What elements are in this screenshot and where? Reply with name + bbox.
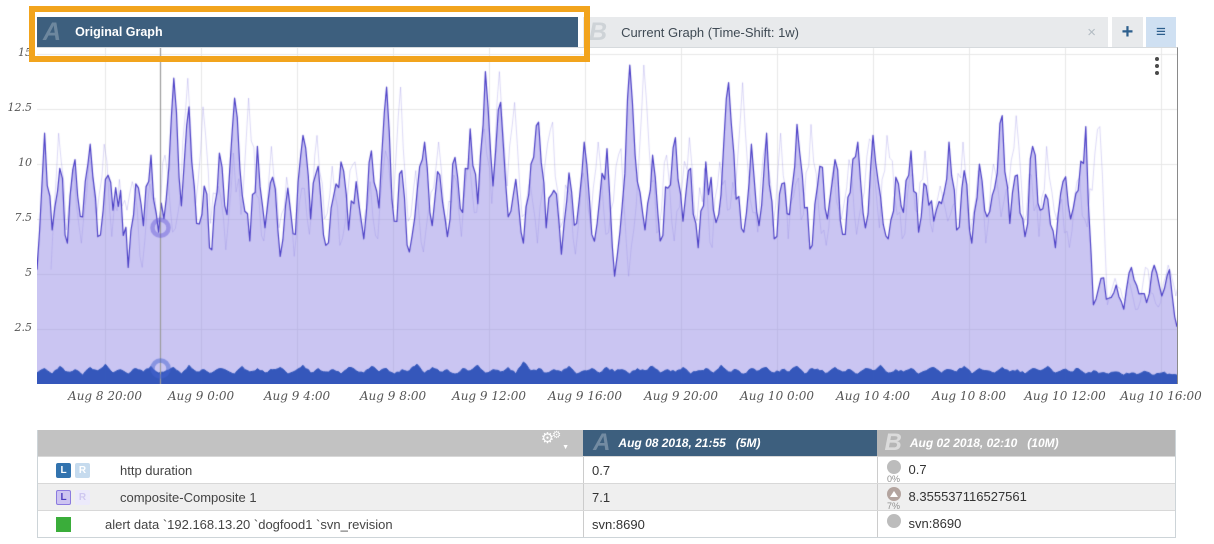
value-a-cell: 0.7 [583, 457, 876, 483]
legend-table: ⚙ ⚙ ▼ A Aug 08 2018, 21:55 (5M) B Aug 02 2… [37, 430, 1176, 538]
x-tick-label: Aug 10 0:00 [740, 389, 814, 403]
value-b: 0.7 [908, 462, 927, 477]
y-tick-label: 7.5 [14, 211, 33, 224]
legend-cell: alert data `192.168.13.20 `dogfood1 `svn… [38, 511, 583, 537]
tab-current-graph[interactable]: B Current Graph (Time-Shift: 1w) × [583, 17, 1108, 47]
value-a: 7.1 [592, 489, 611, 505]
value-b-cell: svn:8690 [876, 511, 1175, 537]
menu-button[interactable]: ≡ [1146, 17, 1176, 47]
y-tick-label: 5 [25, 266, 32, 279]
tab-a-letter: A [43, 18, 62, 46]
close-icon[interactable]: × [1087, 23, 1096, 41]
chart-plot-area [37, 47, 1178, 384]
kebab-menu-icon[interactable] [1150, 57, 1164, 75]
series-label: http duration [120, 462, 193, 478]
y-tick-label: 2.5 [14, 321, 33, 334]
up-triangle-icon [889, 490, 898, 497]
value-b: 8.355537116527561 [908, 489, 1027, 504]
value-b: svn:8690 [908, 516, 962, 531]
left-axis-badge[interactable]: L [56, 489, 71, 505]
y-tick-label: 15 [18, 46, 32, 59]
value-a: 0.7 [592, 462, 611, 478]
column-a-header[interactable]: A Aug 08 2018, 21:55 (5M) [583, 430, 877, 456]
dot-icon [886, 514, 901, 528]
tab-original-graph[interactable]: A Original Graph [37, 17, 578, 47]
column-a-letter: A [593, 430, 611, 456]
right-axis-badge[interactable]: R [75, 489, 90, 505]
tab-a-label: Original Graph [75, 25, 163, 39]
delta-percent: 0% [887, 474, 901, 484]
y-tick-label: 10 [18, 156, 32, 169]
series-label: composite-Composite 1 [120, 489, 257, 505]
left-axis-badge[interactable]: L [56, 462, 71, 478]
delta-up-icon [886, 487, 901, 501]
x-tick-label: Aug 10 12:00 [1024, 389, 1106, 403]
x-tick-label: Aug 10 4:00 [836, 389, 910, 403]
y-tick-label: 12.5 [7, 101, 33, 114]
x-tick-label: Aug 9 0:00 [167, 389, 235, 403]
tab-b-letter: B [589, 18, 608, 46]
legend-header-cell: ⚙ ⚙ ▼ [38, 430, 584, 456]
timeseries-chart[interactable] [37, 48, 1177, 384]
column-b-range: (10M) [1027, 436, 1059, 450]
value-a-cell: svn:8690 [583, 511, 876, 537]
value-a: svn:8690 [592, 516, 645, 532]
series-label: alert data `192.168.13.20 `dogfood1 `svn… [105, 516, 393, 532]
value-b-cell: 0% 0.7 [876, 457, 1175, 484]
dot-icon [886, 460, 901, 474]
x-tick-label: Aug 10 8:00 [932, 389, 1006, 403]
x-tick-label: Aug 9 8:00 [359, 389, 427, 403]
delta-percent: 7% [887, 501, 901, 511]
tab-b-label: Current Graph (Time-Shift: 1w) [621, 24, 800, 40]
settings-gear-icon[interactable]: ⚙ ⚙ ▼ [540, 430, 570, 451]
value-b-cell: 7% 8.355537116527561 [876, 484, 1175, 511]
column-b-letter: B [884, 430, 902, 456]
x-tick-label: Aug 9 20:00 [644, 389, 718, 403]
table-row[interactable]: alert data `192.168.13.20 `dogfood1 `svn… [38, 510, 1175, 537]
add-graph-button[interactable]: + [1112, 17, 1143, 47]
column-b-header[interactable]: B Aug 02 2018, 02:10 (10M) [876, 430, 1176, 456]
column-a-range: (5M) [735, 436, 761, 450]
x-tick-label: Aug 9 12:00 [452, 389, 526, 403]
x-tick-label: Aug 10 16:00 [1120, 389, 1202, 403]
column-a-title: Aug 08 2018, 21:55 [618, 436, 726, 450]
series-color-swatch[interactable] [56, 516, 71, 532]
x-tick-label: Aug 9 4:00 [263, 389, 331, 403]
value-a-cell: 7.1 [583, 484, 876, 510]
right-axis-badge[interactable]: R [75, 462, 90, 478]
x-tick-label: Aug 9 16:00 [548, 389, 622, 403]
x-tick-label: Aug 8 20:00 [68, 389, 142, 403]
column-b-title: Aug 02 2018, 02:10 [909, 436, 1018, 450]
table-header-row: ⚙ ⚙ ▼ A Aug 08 2018, 21:55 (5M) B Aug 02 2… [38, 430, 1176, 456]
